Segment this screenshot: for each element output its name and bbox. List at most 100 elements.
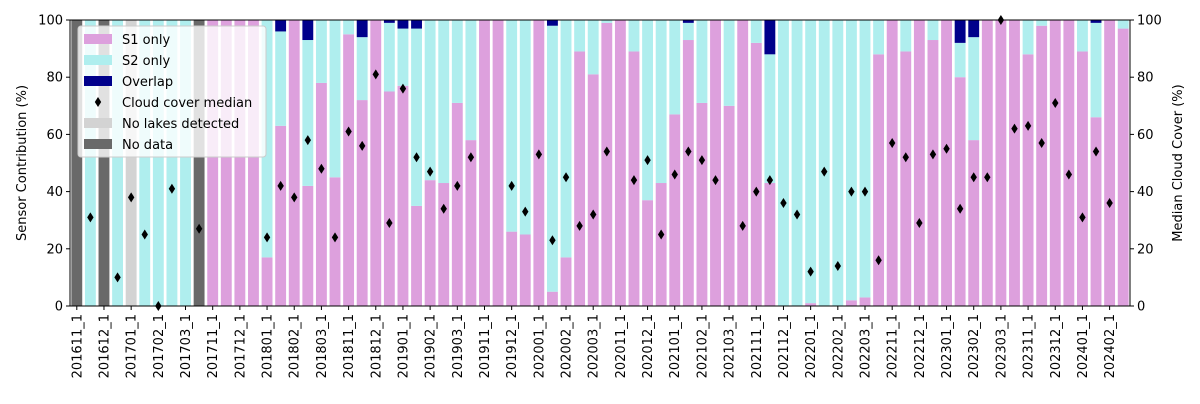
bar-s1: [465, 140, 477, 306]
bar-s2: [547, 25, 558, 292]
bar-s1: [356, 100, 368, 306]
legend-swatch-cloud: [94, 97, 102, 107]
x-tick-label: 201912_1: [505, 314, 520, 378]
cloud-median-marker: [630, 175, 638, 186]
cloud-median-marker: [1079, 212, 1086, 223]
bar-s1: [533, 20, 545, 306]
bar-s2: [383, 22, 395, 92]
bar-s2: [1077, 20, 1088, 52]
cloud-median-marker: [712, 175, 719, 186]
bar-overlap: [275, 20, 287, 32]
cloud-median-marker: [168, 183, 176, 194]
x-tick-label: 201911_1: [478, 314, 493, 378]
x-tick-label: 202402_1: [1103, 314, 1118, 378]
bar-s1: [682, 40, 694, 307]
cloud-median-marker: [372, 69, 379, 80]
cloud-median-marker: [956, 203, 964, 214]
bar-s1: [750, 42, 762, 306]
bar-s2: [791, 20, 803, 306]
bar-s2: [778, 20, 789, 306]
cloud-median-marker: [263, 232, 271, 243]
bar-s2: [968, 37, 980, 141]
y2-tick-label: 100: [1137, 14, 1162, 29]
bar-s2: [954, 42, 966, 78]
bar-nodata: [193, 20, 205, 306]
legend-label-cloud: Cloud cover median: [122, 96, 252, 111]
bar-nodata: [98, 20, 110, 306]
cloud-median-marker: [535, 149, 543, 160]
bar-overlap: [547, 20, 558, 26]
bar-s1: [886, 20, 898, 306]
bar-s2: [601, 20, 613, 23]
bar-s2: [642, 20, 653, 201]
legend-label-s2: S2 only: [122, 54, 170, 69]
y-tick-label: 60: [46, 128, 63, 143]
bar-s2: [764, 54, 776, 184]
x-tick-label: 202311_1: [1022, 314, 1037, 378]
cloud-median-marker: [970, 172, 977, 183]
x-tick-label: 201701_1: [125, 314, 140, 378]
legend-label-nodata: No data: [122, 138, 173, 153]
cloud-median-marker: [195, 223, 203, 234]
bar-s1: [248, 20, 259, 306]
bar-s1: [669, 114, 681, 306]
x-tick-label: 201801_1: [261, 314, 276, 378]
bar-s2: [424, 20, 436, 181]
bar-s1: [411, 205, 422, 306]
bar-s1: [1036, 25, 1048, 306]
x-tick-label: 202212_1: [913, 314, 928, 378]
bar-s2: [180, 20, 191, 306]
bar-s1: [696, 102, 708, 306]
bar-s2: [275, 31, 287, 126]
bar-s2: [451, 20, 463, 103]
bar-s2: [261, 20, 273, 258]
x-tick-label: 201901_1: [396, 314, 411, 378]
cloud-median-marker: [753, 186, 760, 197]
bar-s2: [628, 20, 640, 52]
cloud-median-marker: [807, 266, 814, 277]
bar-s2: [805, 20, 817, 304]
x-tick-label: 202101_1: [668, 314, 683, 378]
cloud-median-marker: [1011, 123, 1018, 134]
x-tick-label: 202401_1: [1076, 314, 1091, 378]
bar-s2: [356, 37, 368, 101]
bar-overlap: [397, 20, 409, 29]
bar-s2: [682, 22, 694, 41]
legend-label-nolakes: No lakes detected: [122, 117, 239, 132]
x-tick-label: 202001_1: [532, 314, 547, 378]
bar-s1: [900, 51, 912, 307]
bar-s1: [981, 20, 993, 306]
bar-s1: [1090, 117, 1102, 307]
cloud-median-marker: [522, 206, 529, 217]
cloud-median-marker: [685, 146, 692, 157]
y-tick-label: 20: [46, 242, 63, 257]
cloud-median-marker: [698, 155, 706, 166]
bar-s1: [968, 140, 980, 306]
bar-s1: [275, 125, 287, 306]
cloud-median-marker: [331, 232, 339, 243]
bar-s2: [519, 20, 531, 235]
bar-s1: [451, 102, 463, 306]
bar-s2: [723, 20, 735, 106]
bar-s1: [343, 34, 355, 307]
cloud-median-marker: [1106, 198, 1113, 209]
x-tick-label: 201611_1: [70, 314, 85, 378]
bar-overlap: [1090, 20, 1102, 23]
cloud-median-marker: [318, 163, 325, 174]
bar-s1: [383, 91, 395, 306]
cloud-median-marker: [508, 180, 515, 191]
x-tick-label: 201811_1: [342, 314, 357, 378]
bar-s1: [547, 291, 558, 306]
x-tick-label: 202111_1: [750, 314, 765, 378]
bar-s2: [845, 20, 857, 301]
bar-s1: [805, 303, 817, 306]
cloud-median-marker: [848, 186, 855, 197]
x-tick-label: 202103_1: [723, 314, 738, 378]
bar-s2: [859, 20, 871, 298]
bar-s2: [587, 20, 599, 75]
y2-tick-label: 0: [1137, 300, 1145, 315]
x-tick-label: 202002_1: [560, 314, 575, 378]
bar-overlap: [968, 20, 980, 38]
bar-s2: [315, 20, 327, 83]
bar-s2: [1117, 20, 1129, 29]
